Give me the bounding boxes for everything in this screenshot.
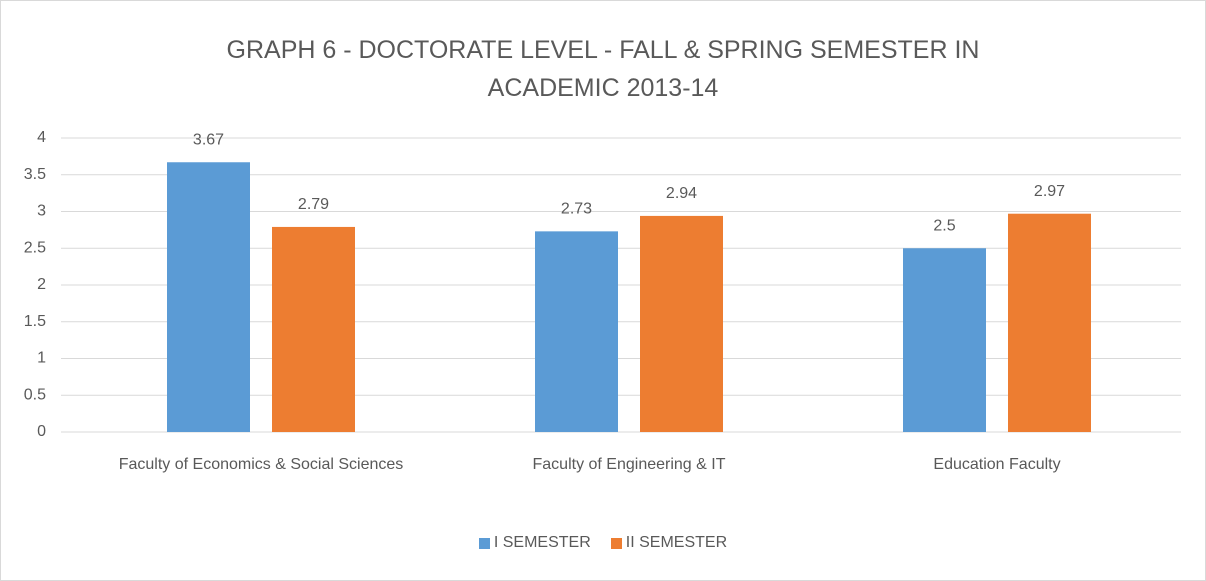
legend-item: II SEMESTER	[610, 534, 728, 552]
legend-item: I SEMESTER	[478, 534, 591, 552]
chart-title: GRAPH 6 - DOCTORATE LEVEL - FALL & SPRIN…	[226, 36, 980, 102]
y-tick-label: 1	[37, 350, 46, 367]
data-label: 2.73	[561, 201, 592, 218]
bar	[272, 226, 355, 432]
x-tick-label: Faculty of Engineering & IT	[532, 456, 726, 473]
y-tick-label: 3.5	[24, 166, 46, 183]
bar	[640, 215, 723, 432]
y-tick-label: 3	[37, 203, 46, 220]
legend-label: I SEMESTER	[493, 534, 591, 551]
y-tick-label: 4	[37, 129, 46, 146]
bar	[535, 231, 618, 432]
y-tick-label: 0	[37, 423, 46, 440]
legend-swatch	[610, 537, 622, 549]
bar	[903, 248, 986, 432]
legend-label: II SEMESTER	[625, 534, 728, 551]
data-label: 3.67	[193, 131, 224, 148]
y-tick-label: 0.5	[24, 386, 46, 403]
data-label: 2.94	[666, 185, 697, 202]
x-tick-label: Faculty of Economics & Social Sciences	[118, 456, 404, 473]
y-tick-label: 1.5	[24, 313, 46, 330]
legend-swatch	[478, 537, 490, 549]
data-label: 2.5	[933, 217, 955, 234]
legend: I SEMESTER II SEMESTER	[1, 534, 1205, 552]
data-label: 2.79	[298, 196, 329, 213]
x-tick-label: Education Faculty	[933, 456, 1061, 473]
data-label: 2.97	[1034, 183, 1065, 200]
y-tick-label: 2.5	[24, 239, 46, 256]
bar	[167, 162, 250, 432]
y-tick-label: 2	[37, 276, 46, 293]
bar	[1008, 213, 1091, 432]
